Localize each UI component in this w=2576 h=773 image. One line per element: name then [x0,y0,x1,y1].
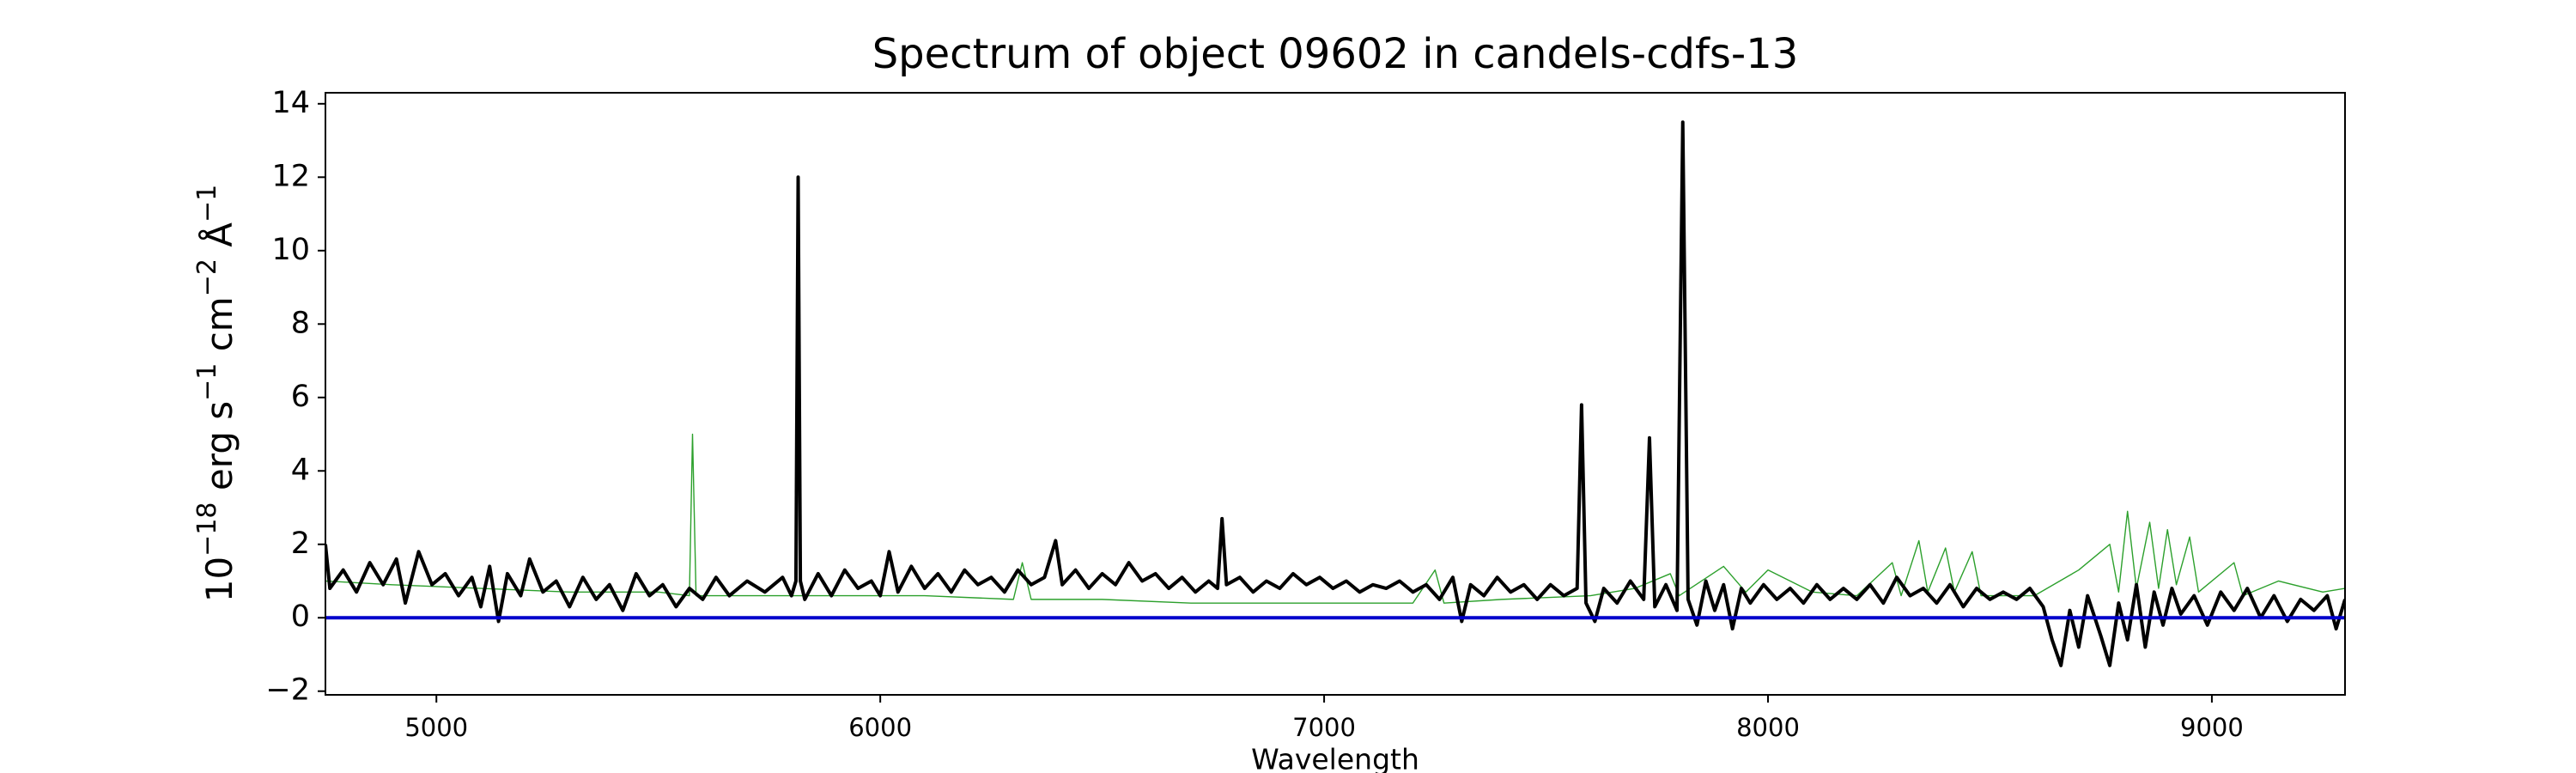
y-label-exponent: −2 [192,259,222,296]
plot-frame [325,92,2346,696]
y-tick-label: 10 [271,233,310,267]
y-label-exponent: −1 [192,185,222,222]
y-axis-label: 10−18 erg s−1 cm−2 Å−1 [192,185,240,603]
y-tick-label: 0 [291,600,310,634]
x-tick-label: 5000 [404,713,468,742]
y-label-text: 10 [198,557,240,602]
y-tick-label: 6 [291,380,310,414]
y-label-exponent: −18 [192,502,222,557]
y-tick-label: −2 [265,673,310,708]
y-label-text: cm [198,296,240,362]
y-tick-label: 8 [291,306,310,340]
x-tick-label: 6000 [848,713,912,742]
x-tick-label: 9000 [2180,713,2244,742]
y-label-text: Å [197,222,240,259]
spectrum-line [325,433,2345,604]
y-tick-label: 14 [271,86,310,120]
y-tick-label: 12 [271,159,310,193]
x-tick-label: 8000 [1736,713,1800,742]
x-tick-label: 7000 [1292,713,1356,742]
y-tick-label: 2 [291,526,310,561]
y-label-exponent: −1 [192,363,222,401]
x-axis-label: Wavelength [1251,743,1419,773]
spectrum-line [325,120,2345,667]
y-tick-label: 4 [291,453,310,487]
y-label-text: erg s [198,401,240,502]
chart-title: Spectrum of object 09602 in candels-cdfs… [872,30,1799,78]
